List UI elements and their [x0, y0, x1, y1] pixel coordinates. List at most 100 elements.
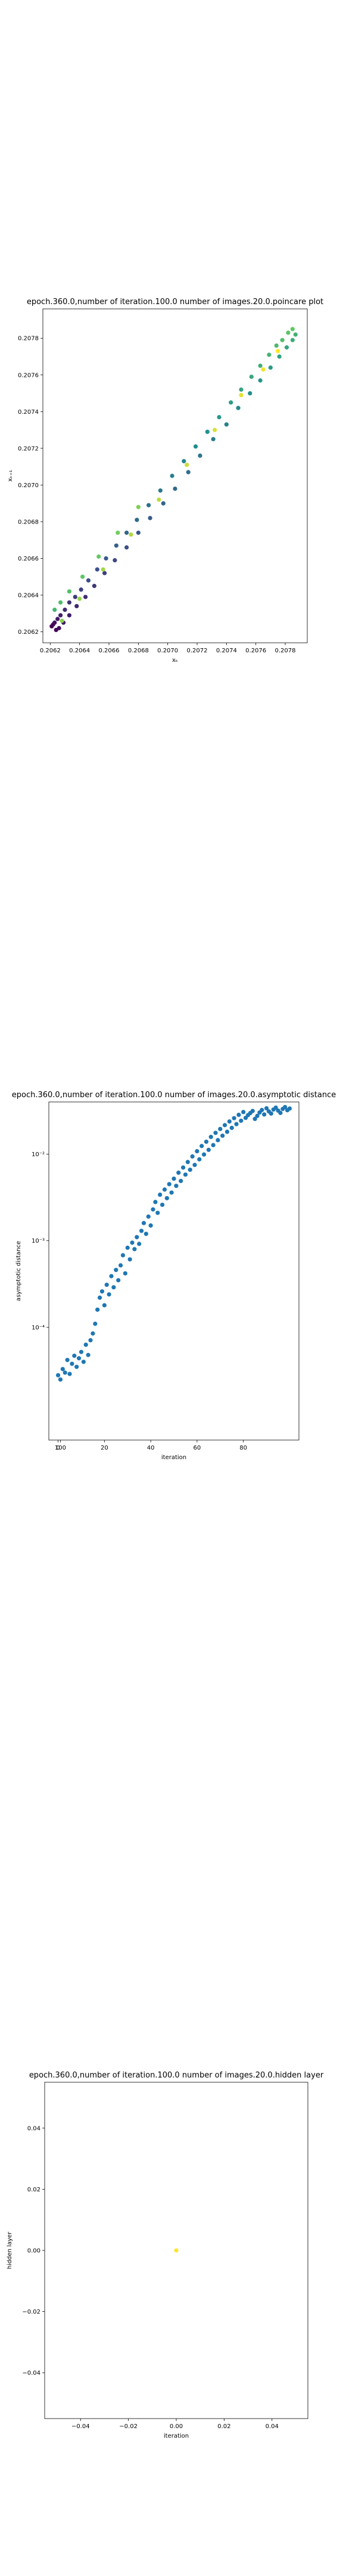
chart-3: epoch.360.0,number of iteration.100.0 nu…: [7, 2071, 324, 2439]
y-tick-label: 0.2062: [18, 629, 39, 636]
data-point: [111, 1285, 116, 1290]
data-point: [201, 1152, 207, 1157]
x-axis-label: iteration: [164, 2433, 189, 2439]
y-tick-label: 0.2078: [18, 336, 39, 342]
data-point: [83, 1342, 88, 1347]
x-tick-label: 0.04: [266, 2423, 279, 2430]
data-point: [158, 1192, 163, 1197]
data-point: [77, 596, 82, 601]
data-point: [280, 338, 285, 342]
x-tick-label: −0.02: [119, 2423, 138, 2430]
data-point: [95, 567, 99, 572]
data-point: [158, 488, 163, 493]
data-point: [173, 486, 177, 491]
y-tick-label: 0.2066: [18, 556, 39, 562]
data-point: [58, 1377, 63, 1382]
y-axis-label: hidden layer: [7, 2231, 13, 2269]
data-point: [264, 1106, 269, 1111]
x-tick-label: 80: [239, 1445, 247, 1451]
x-tick-label: 0.2062: [40, 648, 61, 654]
data-point: [284, 345, 289, 350]
data-point: [92, 584, 96, 589]
y-tick-label: 0.2070: [18, 482, 39, 489]
data-point: [273, 1105, 278, 1110]
data-point: [162, 1187, 167, 1192]
data-point: [57, 626, 61, 630]
data-point: [274, 343, 279, 348]
data-point: [93, 1321, 98, 1326]
data-point: [179, 1178, 183, 1184]
data-point: [205, 429, 210, 434]
data-point: [97, 1295, 102, 1300]
data-point: [186, 470, 191, 475]
data-point: [146, 503, 151, 507]
x-tick-label: 100: [55, 1445, 66, 1451]
data-point: [185, 1160, 190, 1165]
data-point: [222, 1123, 227, 1128]
data-point: [213, 428, 217, 432]
data-point: [167, 1182, 172, 1187]
data-point: [63, 1370, 67, 1375]
y-tick-label: 0.2064: [18, 593, 39, 599]
y-tick-label: −0.04: [22, 2370, 40, 2377]
data-point: [213, 1131, 218, 1135]
data-point: [260, 1107, 264, 1113]
data-point: [229, 1125, 234, 1131]
data-point: [287, 1106, 292, 1111]
data-point: [269, 1111, 273, 1116]
data-point: [58, 600, 63, 605]
y-axis-label: xₖ₊₁: [7, 470, 14, 481]
data-point: [125, 1245, 130, 1250]
data-point: [60, 1367, 65, 1371]
x-tick-label: 60: [194, 1445, 201, 1451]
data-point: [199, 1144, 204, 1148]
data-point: [153, 1200, 158, 1205]
x-tick-label: −0.04: [71, 2423, 90, 2430]
data-point: [86, 1352, 91, 1357]
data-point: [67, 589, 71, 594]
x-axis-label: iteration: [161, 1454, 186, 1461]
data-point: [176, 1171, 181, 1175]
data-point: [268, 365, 273, 370]
data-point: [67, 1371, 72, 1376]
data-point: [55, 1373, 61, 1377]
data-point: [136, 530, 141, 535]
data-point: [83, 595, 88, 599]
data-point: [218, 1126, 223, 1131]
data-point: [124, 530, 129, 535]
data-point: [172, 1176, 176, 1181]
data-point: [252, 1116, 257, 1122]
y-tick-label: 0.2072: [18, 445, 39, 452]
data-point: [74, 603, 79, 609]
data-point: [185, 462, 189, 467]
data-point: [188, 1168, 192, 1172]
data-point: [164, 1196, 169, 1200]
data-point: [290, 338, 295, 342]
data-point: [137, 1241, 142, 1246]
data-point: [67, 600, 71, 605]
data-point: [148, 1223, 153, 1228]
data-point: [60, 618, 64, 623]
data-point: [146, 1214, 151, 1219]
chart-title: epoch.360.0,number of iteration.100.0 nu…: [12, 1091, 336, 1100]
x-tick-label: 0.2066: [99, 648, 120, 654]
data-point: [136, 504, 141, 509]
data-point: [144, 1231, 148, 1236]
data-point: [169, 1190, 174, 1195]
data-point: [141, 1221, 146, 1225]
data-point: [286, 330, 291, 335]
y-tick-label: 0.04: [27, 2125, 40, 2132]
x-tick-label: 0.00: [170, 2423, 183, 2430]
chart-title: epoch.360.0,number of iteration.100.0 nu…: [29, 2071, 324, 2080]
y-tick-label: 10⁻⁴: [32, 1325, 45, 1332]
data-point: [116, 530, 120, 535]
data-point: [248, 391, 252, 396]
data-point: [283, 1105, 288, 1110]
data-point: [241, 1110, 246, 1114]
data-point: [234, 1122, 239, 1126]
data-point: [224, 1129, 230, 1134]
data-point: [183, 1172, 188, 1177]
data-point: [118, 1263, 123, 1268]
data-point: [239, 387, 244, 392]
data-point: [151, 1207, 155, 1212]
